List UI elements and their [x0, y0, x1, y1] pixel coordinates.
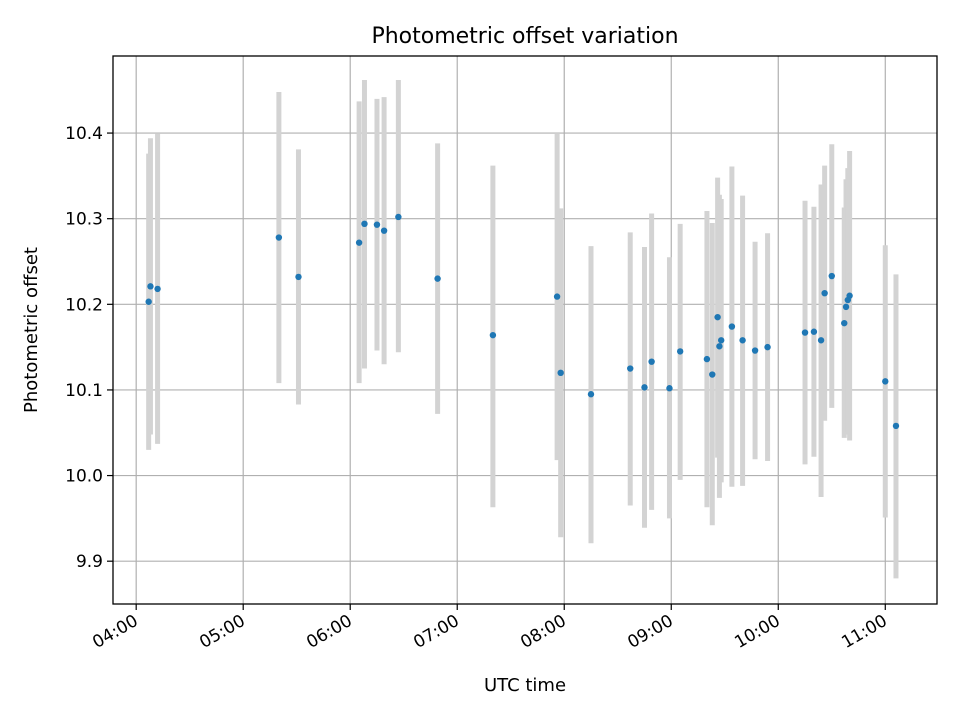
data-point	[553, 293, 561, 300]
data-point	[489, 331, 497, 339]
data-point	[145, 298, 152, 305]
data-point	[817, 337, 825, 344]
data-point	[666, 385, 673, 392]
data-point	[751, 347, 759, 354]
data-point	[841, 319, 848, 327]
data-point	[147, 283, 154, 290]
data-point	[380, 227, 388, 234]
data-point	[801, 329, 809, 336]
data-point	[627, 365, 634, 372]
data-point	[275, 234, 283, 241]
data-point	[846, 292, 853, 299]
x-tick-label: 10:00	[731, 611, 783, 653]
x-tick-label: 09:00	[624, 611, 676, 653]
x-tick-label: 11:00	[838, 611, 890, 653]
error-bars	[146, 79, 899, 579]
data-point	[892, 422, 900, 430]
data-point	[714, 313, 721, 321]
data-point	[703, 355, 711, 363]
x-tick-label: 04:00	[89, 611, 141, 653]
data-point	[717, 337, 725, 344]
data-point	[154, 285, 161, 293]
data-point	[709, 371, 716, 378]
y-tick-label: 10.2	[65, 295, 103, 315]
data-points	[145, 213, 900, 430]
data-point	[828, 272, 835, 280]
data-point	[810, 328, 818, 335]
x-axis: 04:00 05:00 06:00 07:00 08:00 09:00 10:00 11:00	[89, 604, 891, 653]
data-point	[641, 384, 648, 391]
x-tick-label: 06:00	[303, 611, 355, 653]
data-point	[434, 275, 441, 282]
y-tick-label: 10.1	[65, 381, 103, 401]
plot-frame	[112, 55, 938, 605]
x-tick-label: 07:00	[410, 611, 462, 653]
y-tick-label: 9.9	[76, 552, 103, 572]
data-point	[295, 273, 302, 281]
data-point	[361, 220, 368, 228]
data-point	[395, 213, 402, 221]
y-axis: 9.9 10.0 10.1 10.2 10.3 10.4	[65, 124, 113, 572]
data-point	[882, 378, 889, 385]
y-tick-label: 10.4	[65, 124, 103, 144]
data-point	[587, 391, 595, 398]
x-tick-label: 05:00	[196, 611, 248, 653]
data-point	[821, 289, 828, 297]
data-point	[355, 239, 363, 246]
x-axis-label: UTC time	[484, 675, 566, 696]
y-tick-label: 10.0	[65, 467, 103, 487]
data-point	[716, 343, 723, 350]
data-point	[676, 348, 684, 355]
y-axis-label: Photometric offset	[21, 247, 42, 413]
data-point	[557, 369, 564, 377]
chart-title: Photometric offset variation	[371, 24, 678, 49]
y-tick-label: 10.3	[65, 210, 103, 230]
data-point	[842, 303, 850, 311]
x-tick-label: 08:00	[517, 611, 569, 653]
data-point	[739, 337, 746, 344]
data-point	[648, 358, 655, 365]
data-point	[764, 343, 771, 351]
data-point	[373, 221, 381, 228]
data-point	[728, 323, 736, 330]
